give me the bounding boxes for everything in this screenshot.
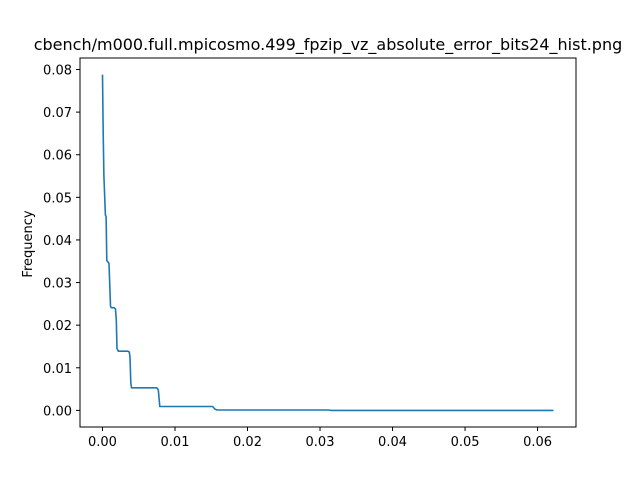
plot-area: 0.00 0.01 0.02 0.03 0.04 0.05 0.06 0.00 0.01 0.02…: [43, 64, 554, 450]
y-tick-label: 0.07: [43, 106, 72, 121]
chart-title: cbench/m000.full.mpicosmo.499_fpzip_vz_a…: [34, 35, 623, 55]
x-tick-label: 0.06: [523, 435, 552, 450]
x-tick-label: 0.01: [161, 435, 190, 450]
y-tick-label: 0.02: [43, 319, 72, 334]
y-tick-label: 0.01: [43, 362, 72, 377]
x-tick-label: 0.02: [233, 435, 262, 450]
y-tick-label: 0.05: [43, 191, 72, 206]
y-tick-label: 0.08: [43, 64, 72, 79]
y-axis-label: Frequency: [21, 210, 36, 277]
y-tick-label: 0.06: [43, 149, 72, 164]
y-tick-label: 0.00: [43, 404, 72, 419]
y-tick-label: 0.03: [43, 277, 72, 292]
x-tick-label: 0.00: [88, 435, 117, 450]
axes-frame: [79, 57, 577, 428]
series-line: [101, 74, 554, 412]
y-tick-label: 0.04: [43, 234, 72, 249]
x-tick-label: 0.03: [306, 435, 335, 450]
x-tick-label: 0.04: [378, 435, 407, 450]
x-tick-label: 0.05: [451, 435, 480, 450]
